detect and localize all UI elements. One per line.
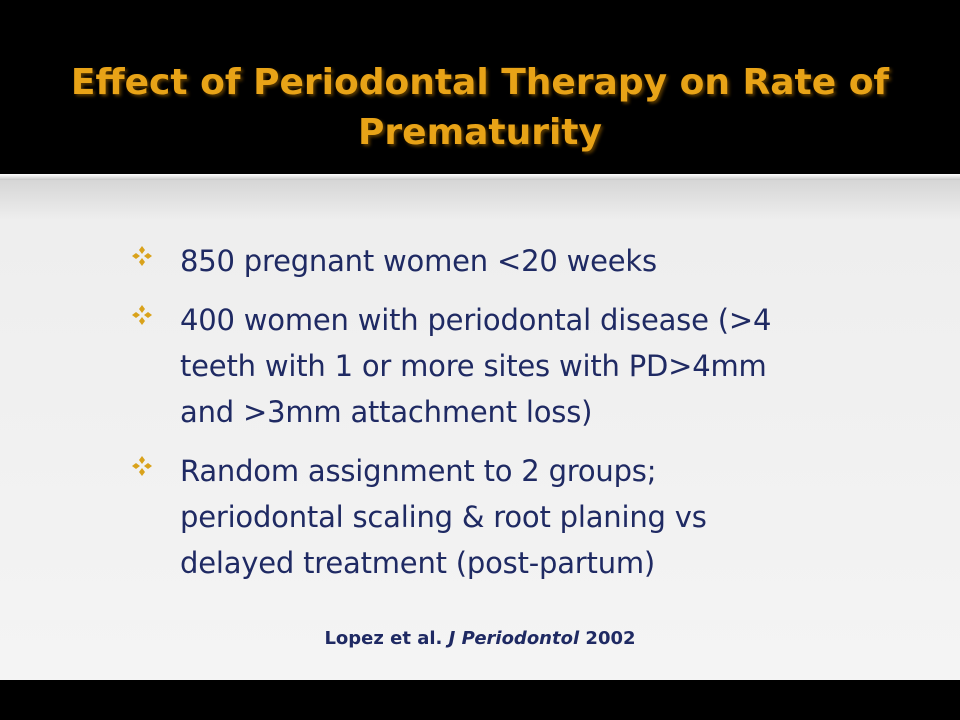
four-diamond-bullet-icon [132,456,152,476]
bottom-bar [0,680,960,720]
bullet-line: delayed treatment (post-partum) [180,546,656,580]
bullet-line: and >3mm attachment loss) [180,395,593,429]
bullet-text: Random assignment to 2 groups; periodont… [180,448,848,586]
title-bar: Effect of Periodontal Therapy on Rate of… [0,0,960,174]
citation-authors: Lopez et al. [324,628,443,649]
bullet-text: 850 pregnant women <20 weeks [180,238,848,284]
title-divider [0,174,960,180]
bullet-text: 400 women with periodontal disease (>4 t… [180,297,848,435]
bullet-line: periodontal scaling & root planing vs [180,500,707,534]
bullet-list: 850 pregnant women <20 weeks 400 women w… [128,238,848,599]
bullet-item-3: Random assignment to 2 groups; periodont… [128,448,848,586]
citation-year: 2002 [585,628,636,649]
four-diamond-bullet-icon [132,305,152,325]
slide-title: Effect of Periodontal Therapy on Rate of… [40,58,920,158]
citation-journal: J Periodontol [448,628,580,649]
citation: Lopez et al. J Periodontol 2002 [0,628,960,649]
title-line-2: Prematurity [358,112,602,153]
bullet-line: teeth with 1 or more sites with PD>4mm [180,349,767,383]
title-line-1: Effect of Periodontal Therapy on Rate of [70,62,890,103]
bullet-item-2: 400 women with periodontal disease (>4 t… [128,297,848,435]
four-diamond-bullet-icon [132,246,152,266]
bullet-line: 400 women with periodontal disease (>4 [180,303,772,337]
bullet-item-1: 850 pregnant women <20 weeks [128,238,848,284]
bullet-line: Random assignment to 2 groups; [180,454,657,488]
bullet-line: 850 pregnant women <20 weeks [180,244,657,278]
content-area: 850 pregnant women <20 weeks 400 women w… [0,180,960,680]
